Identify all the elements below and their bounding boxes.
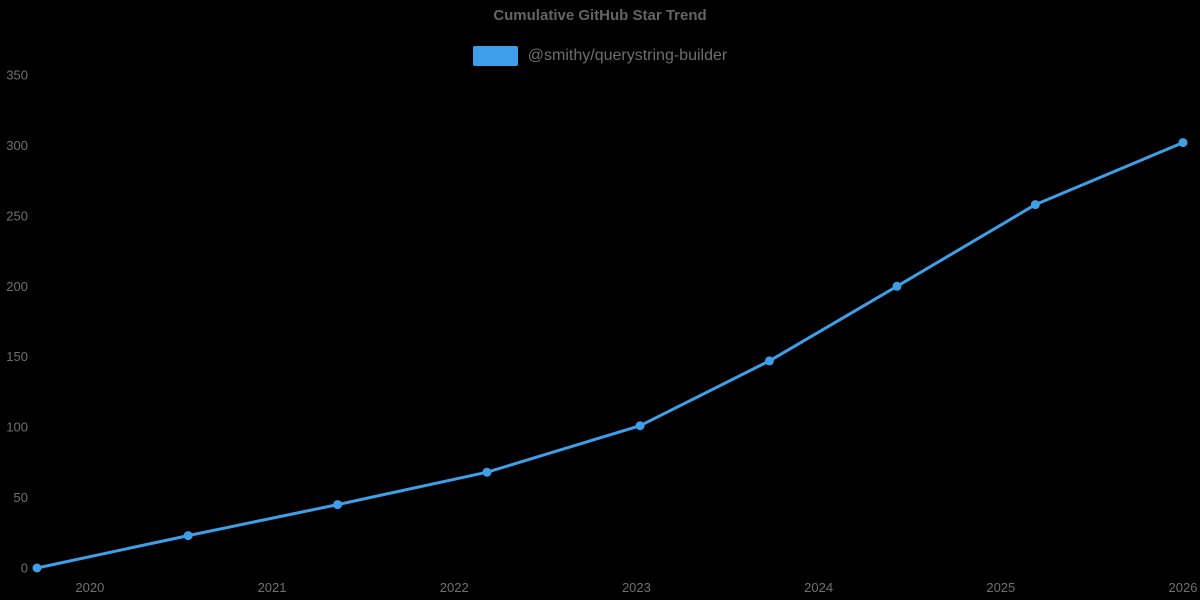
x-axis-tick-label: 2024 bbox=[804, 580, 833, 595]
x-axis-tick-label: 2023 bbox=[622, 580, 651, 595]
y-axis-tick-label: 300 bbox=[6, 138, 28, 153]
legend-swatch-icon bbox=[472, 46, 518, 66]
data-point-marker bbox=[32, 563, 42, 573]
data-point-marker bbox=[635, 421, 645, 431]
x-axis-tick-label: 2025 bbox=[986, 580, 1015, 595]
chart-title: Cumulative GitHub Star Trend bbox=[493, 7, 707, 24]
y-axis-tick-label: 100 bbox=[6, 420, 28, 435]
data-point-marker bbox=[333, 500, 343, 510]
y-axis-tick-label: 250 bbox=[6, 208, 28, 223]
y-axis-tick-label: 0 bbox=[21, 561, 28, 576]
data-point-marker bbox=[764, 356, 774, 366]
data-point-marker bbox=[892, 281, 902, 291]
data-point-marker bbox=[482, 467, 492, 477]
y-axis-tick-label: 200 bbox=[6, 279, 28, 294]
x-axis-tick-label: 2022 bbox=[440, 580, 469, 595]
legend: @smithy/querystring-builder bbox=[0, 46, 1200, 66]
legend-series-label: @smithy/querystring-builder bbox=[527, 47, 728, 64]
x-axis-tick-label: 2021 bbox=[258, 580, 287, 595]
data-point-marker bbox=[1030, 200, 1040, 210]
series-line bbox=[35, 141, 1185, 570]
data-point-marker bbox=[1178, 138, 1188, 148]
data-point-marker bbox=[183, 531, 193, 541]
y-axis-tick-label: 150 bbox=[6, 349, 28, 364]
y-axis-tick-label: 50 bbox=[14, 490, 28, 505]
y-axis-tick-label: 350 bbox=[6, 68, 28, 83]
x-axis-tick-label: 2020 bbox=[75, 580, 104, 595]
legend-item-series-1[interactable]: @smithy/querystring-builder bbox=[472, 46, 728, 66]
x-axis-tick-label: 2026 bbox=[1169, 580, 1198, 595]
